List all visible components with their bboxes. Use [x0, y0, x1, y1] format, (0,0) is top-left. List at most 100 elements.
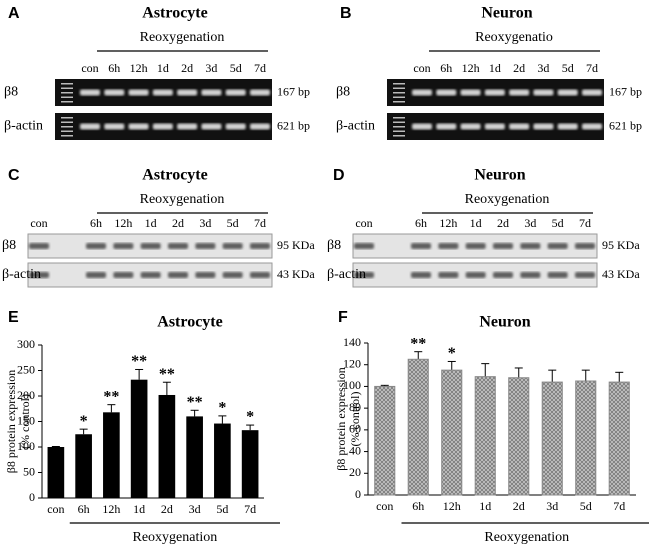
band: [582, 89, 602, 96]
ladder: [393, 87, 405, 89]
band: [582, 123, 602, 130]
band: [484, 89, 505, 96]
band: [195, 272, 216, 278]
x-tick-label: 2d: [161, 502, 173, 516]
band: [250, 272, 270, 278]
y-tick-label: 40: [349, 443, 361, 457]
lane-label: con: [81, 61, 98, 75]
bar: [130, 379, 148, 498]
bar: [575, 380, 597, 496]
panel-title: Neuron: [474, 167, 525, 184]
lane-label: 12h: [114, 216, 132, 230]
bar: [47, 447, 65, 498]
bar: [103, 412, 120, 498]
band: [222, 272, 243, 278]
band: [225, 123, 246, 130]
ladder: [393, 117, 405, 119]
lane-label: 1d: [489, 61, 501, 75]
group-label: Reoxygenatio: [475, 30, 553, 45]
band: [411, 243, 431, 249]
band: [547, 272, 568, 278]
lane-label: 6h: [415, 216, 427, 230]
ladder: [61, 96, 73, 98]
row-label: β-actin: [2, 267, 41, 282]
size-label: 621 bp: [609, 118, 642, 132]
x-tick-label: 1d: [133, 502, 145, 516]
ladder: [393, 101, 405, 103]
significance: *: [218, 400, 226, 417]
band: [547, 243, 568, 249]
band: [575, 243, 595, 249]
lane-label: 3d: [199, 216, 211, 230]
x-tick-label: 12h: [443, 499, 461, 513]
row-label: β-actin: [4, 119, 43, 134]
x-tick-label: 3d: [546, 499, 558, 513]
band: [520, 243, 541, 249]
y-axis-label: β8 protein expression: [334, 367, 348, 470]
ladder: [393, 83, 405, 85]
row-label: β8: [327, 238, 341, 253]
band: [80, 89, 100, 96]
band: [113, 272, 134, 278]
band: [484, 123, 505, 130]
ladder: [61, 121, 73, 123]
band: [140, 243, 161, 249]
bar: [608, 381, 630, 496]
lane-label: 3d: [205, 61, 217, 75]
band: [29, 243, 49, 249]
bar: [407, 358, 429, 496]
lane-label: 7d: [586, 61, 598, 75]
y-tick-label: 300: [17, 337, 35, 351]
bar: [374, 385, 396, 496]
significance: *: [80, 413, 88, 430]
band: [412, 123, 432, 130]
band: [575, 272, 595, 278]
lane-label: 6h: [90, 216, 102, 230]
ladder: [393, 96, 405, 98]
y-tick-label: 50: [23, 464, 35, 478]
group-label: Reoxygenation: [484, 530, 569, 545]
y-tick-label: 200: [17, 388, 35, 402]
bar: [186, 416, 203, 498]
band: [493, 243, 513, 249]
band: [195, 243, 216, 249]
lane-label: 7d: [254, 61, 266, 75]
lane-label: 12h: [130, 61, 148, 75]
band: [86, 272, 106, 278]
ladder: [61, 87, 73, 89]
chart-title: Neuron: [479, 314, 530, 331]
significance: **: [410, 335, 426, 352]
significance: **: [187, 394, 203, 411]
band: [557, 89, 578, 96]
bar: [474, 376, 496, 496]
panel-letter: D: [333, 167, 345, 184]
ladder: [61, 117, 73, 119]
bar: [241, 430, 259, 498]
band: [411, 272, 431, 278]
x-tick-label: 5d: [580, 499, 592, 513]
row-label: β8: [336, 85, 350, 100]
band: [436, 89, 457, 96]
size-label: 43 KDa: [602, 267, 640, 281]
lane-label: 3d: [537, 61, 549, 75]
band: [177, 123, 198, 130]
band: [104, 123, 125, 130]
band: [168, 243, 188, 249]
ladder: [393, 92, 405, 94]
band: [465, 272, 486, 278]
y-tick-label: 0: [355, 487, 361, 501]
band: [460, 89, 481, 96]
bar: [75, 434, 92, 498]
ladder: [61, 101, 73, 103]
significance: **: [131, 353, 147, 370]
y-tick-label: 100: [343, 378, 361, 392]
lane-label: 5d: [230, 61, 242, 75]
band: [113, 243, 134, 249]
x-tick-label: con: [47, 502, 64, 516]
x-tick-label: 1d: [479, 499, 491, 513]
size-label: 167 bp: [277, 84, 310, 98]
band: [250, 89, 270, 96]
lane-label: 3d: [524, 216, 536, 230]
panel-title: Astrocyte: [142, 5, 207, 22]
